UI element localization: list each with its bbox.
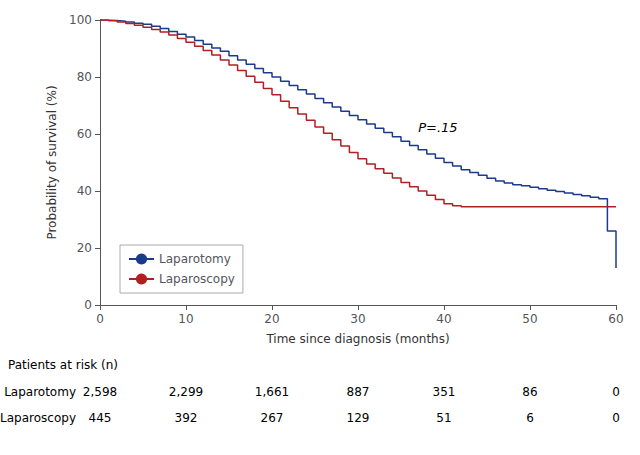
svg-text:887: 887 — [347, 385, 370, 399]
svg-text:0: 0 — [84, 298, 92, 312]
svg-text:0: 0 — [96, 312, 104, 326]
svg-text:20: 20 — [264, 312, 279, 326]
svg-text:2,299: 2,299 — [169, 385, 203, 399]
svg-text:2,598: 2,598 — [83, 385, 117, 399]
svg-text:Patients at risk (n): Patients at risk (n) — [8, 358, 118, 372]
svg-text:Laparoscopy: Laparoscopy — [159, 272, 235, 286]
svg-text:50: 50 — [522, 312, 537, 326]
svg-text:445: 445 — [89, 411, 112, 425]
svg-text:40: 40 — [436, 312, 451, 326]
svg-text:351: 351 — [433, 385, 456, 399]
svg-text:51: 51 — [436, 411, 451, 425]
svg-text:0: 0 — [612, 385, 620, 399]
svg-text:10: 10 — [178, 312, 193, 326]
svg-text:20: 20 — [77, 241, 92, 255]
svg-text:6: 6 — [526, 411, 534, 425]
svg-text:60: 60 — [77, 127, 92, 141]
svg-text:P=.15: P=.15 — [418, 120, 457, 135]
svg-text:1,661: 1,661 — [255, 385, 289, 399]
svg-text:80: 80 — [77, 70, 92, 84]
svg-text:392: 392 — [175, 411, 198, 425]
svg-text:0: 0 — [612, 411, 620, 425]
svg-text:267: 267 — [261, 411, 284, 425]
svg-text:Probability of survival (%): Probability of survival (%) — [45, 85, 59, 239]
svg-text:Laparotomy: Laparotomy — [4, 385, 76, 399]
svg-text:40: 40 — [77, 184, 92, 198]
svg-text:Time since diagnosis (months): Time since diagnosis (months) — [265, 332, 449, 346]
svg-text:Laparoscopy: Laparoscopy — [0, 411, 76, 425]
svg-text:Laparotomy: Laparotomy — [159, 252, 231, 266]
svg-text:100: 100 — [69, 13, 92, 27]
svg-text:86: 86 — [522, 385, 537, 399]
svg-text:60: 60 — [608, 312, 623, 326]
svg-text:129: 129 — [347, 411, 370, 425]
svg-text:30: 30 — [350, 312, 365, 326]
